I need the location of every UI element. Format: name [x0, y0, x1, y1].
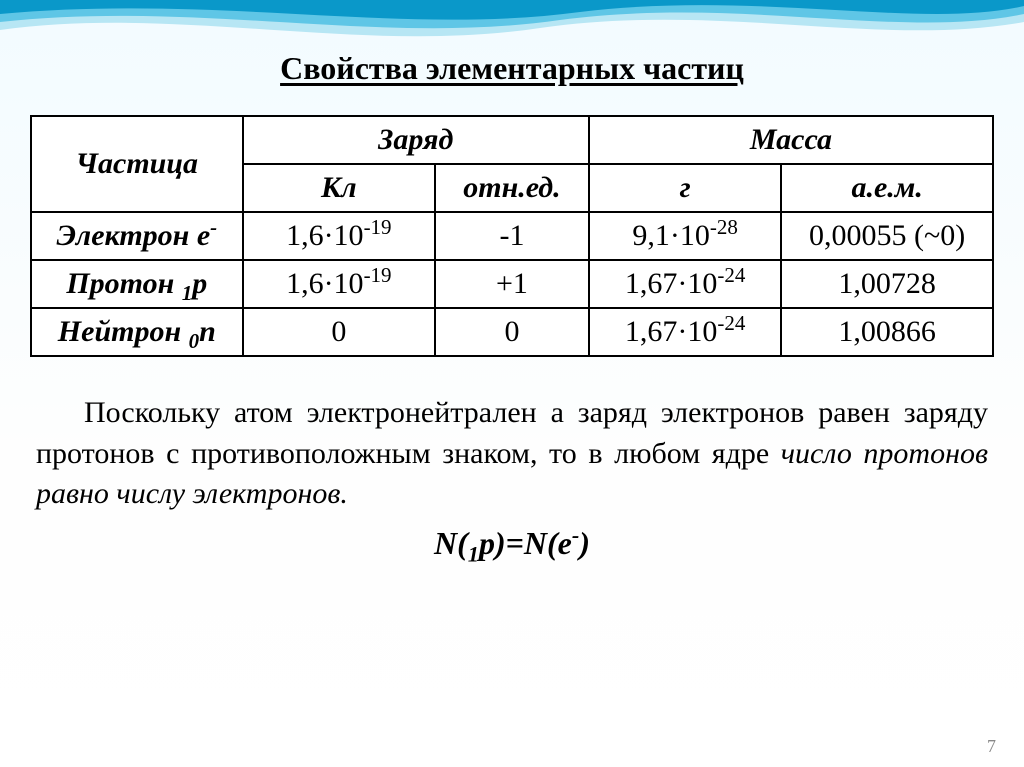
cell-mass-g: 9,1·10-28 — [589, 212, 781, 260]
formula: N(1p)=N(e-) — [30, 525, 994, 562]
slide-title: Свойства элементарных частиц — [30, 50, 994, 87]
explanatory-paragraph: Поскольку атом электронейтрален а заряд … — [30, 393, 994, 515]
table-row: Протон 1p 1,6·10-19 +1 1,67·10-24 1,0072… — [31, 260, 993, 308]
col-header-mass: Масса — [589, 116, 993, 164]
cell-mass-amu: 0,00055 (~0) — [781, 212, 993, 260]
cell-mass-g: 1,67·10-24 — [589, 308, 781, 356]
cell-charge-rel: -1 — [435, 212, 589, 260]
col-header-charge: Заряд — [243, 116, 589, 164]
col-subheader-g: г — [589, 164, 781, 212]
cell-charge-cl: 1,6·10-19 — [243, 260, 435, 308]
cell-mass-g: 1,67·10-24 — [589, 260, 781, 308]
cell-particle: Нейтрон 0n — [31, 308, 243, 356]
cell-charge-cl: 1,6·10-19 — [243, 212, 435, 260]
col-subheader-amu: а.е.м. — [781, 164, 993, 212]
cell-particle: Электрон e- — [31, 212, 243, 260]
cell-particle: Протон 1p — [31, 260, 243, 308]
col-subheader-cl: Кл — [243, 164, 435, 212]
particles-table: Частица Заряд Масса Кл отн.ед. г а.е.м. … — [30, 115, 994, 357]
table-header-row-1: Частица Заряд Масса — [31, 116, 993, 164]
slide-content: Свойства элементарных частиц Частица Зар… — [0, 0, 1024, 562]
table-row: Нейтрон 0n 0 0 1,67·10-24 1,00866 — [31, 308, 993, 356]
table-row: Электрон e- 1,6·10-19 -1 9,1·10-28 0,000… — [31, 212, 993, 260]
cell-charge-cl: 0 — [243, 308, 435, 356]
col-subheader-rel: отн.ед. — [435, 164, 589, 212]
cell-mass-amu: 1,00866 — [781, 308, 993, 356]
cell-charge-rel: 0 — [435, 308, 589, 356]
cell-mass-amu: 1,00728 — [781, 260, 993, 308]
col-header-particle: Частица — [31, 116, 243, 212]
page-number: 7 — [987, 736, 996, 757]
cell-charge-rel: +1 — [435, 260, 589, 308]
